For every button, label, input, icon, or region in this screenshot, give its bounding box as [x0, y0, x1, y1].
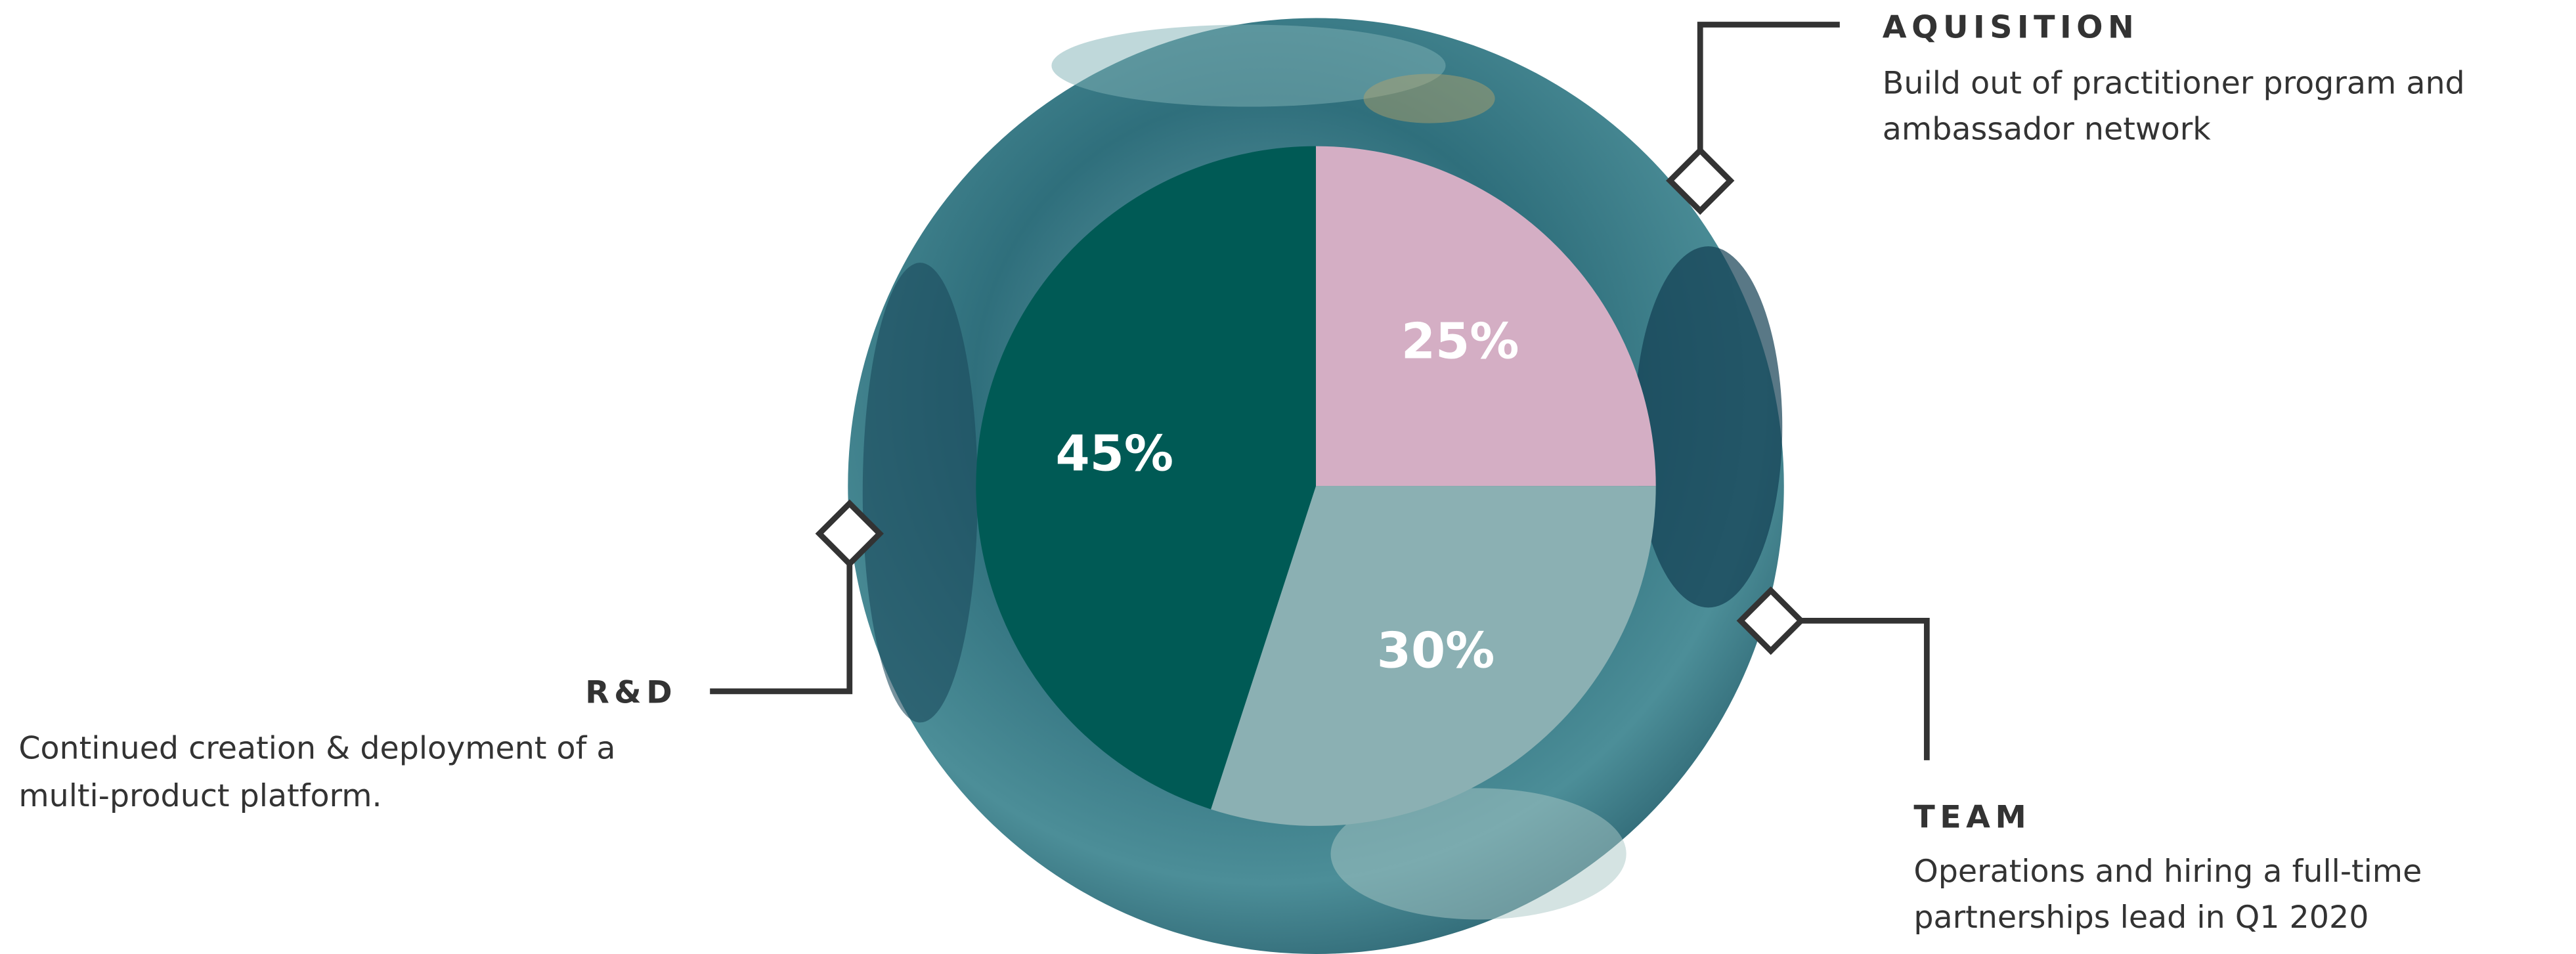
category-description: Build out of practitioner program and: [1883, 66, 2465, 102]
callout-line: [1770, 617, 1930, 760]
category-description: multi-product platform.: [18, 778, 382, 814]
value-label: 30%: [1377, 622, 1495, 680]
callout-marker: [1736, 586, 1805, 655]
category-title: R&D: [585, 674, 677, 710]
category-description: Operations and hiring a full-time: [1913, 854, 2422, 890]
callout-marker: [1666, 146, 1735, 215]
pie: 25% 30% 45%: [976, 146, 1656, 826]
category-title: TEAM: [1913, 799, 2031, 835]
pie-slice: [1211, 486, 1656, 826]
callout-line: [710, 533, 853, 695]
category-title: AQUISITION: [1883, 10, 2139, 46]
value-label: 45%: [1055, 425, 1173, 483]
pie-slice: [1316, 146, 1656, 487]
callout-marker: [815, 499, 884, 568]
category-description: Continued creation & deployment of a: [18, 730, 615, 766]
callouts: [710, 22, 1930, 760]
pie-slice: [976, 146, 1317, 810]
category-description: ambassador network: [1883, 112, 2211, 148]
callout-line: [1697, 22, 1840, 181]
category-description: partnerships lead in Q1 2020: [1913, 900, 2369, 936]
value-label: 25%: [1401, 313, 1519, 370]
